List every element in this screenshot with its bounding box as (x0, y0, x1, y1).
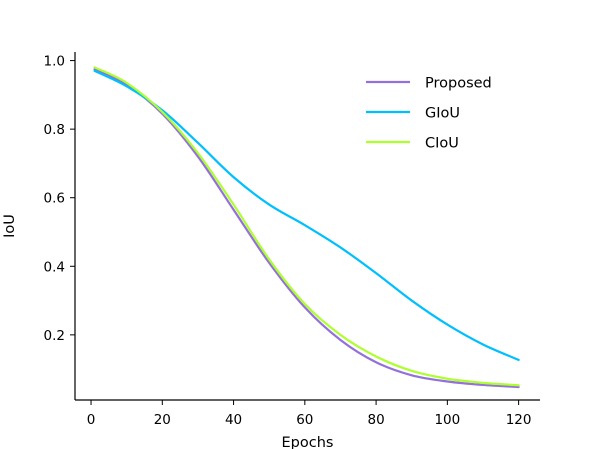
series-line-giou (93, 69, 520, 361)
x-tick-label: 40 (225, 412, 242, 428)
x-tick-label: 80 (367, 412, 384, 428)
x-tick-label: 120 (506, 412, 532, 428)
legend-label-ciou: CIoU (425, 136, 459, 152)
y-tick-label: 0.8 (44, 122, 65, 138)
x-tick-label: 60 (296, 412, 313, 428)
y-axis-label: IoU (2, 214, 18, 238)
y-ticks: 0.2 0.4 0.6 0.8 1.0 (44, 54, 75, 344)
x-ticks: 0 20 40 60 80 100 120 (87, 400, 532, 428)
series-line-ciou (93, 66, 520, 387)
y-tick-label: 0.6 (44, 191, 65, 207)
y-tick-label: 1.0 (44, 54, 65, 70)
y-tick-label: 0.4 (44, 259, 65, 275)
legend-label-proposed: Proposed (425, 76, 492, 92)
series-line-proposed (93, 68, 520, 389)
legend-label-giou: GIoU (425, 106, 460, 122)
x-axis-label: Epochs (282, 435, 334, 449)
y-tick-label: 0.2 (44, 328, 65, 344)
x-tick-label: 0 (87, 412, 96, 428)
x-tick-label: 100 (434, 412, 460, 428)
legend: Proposed GIoU CIoU (366, 76, 492, 152)
x-tick-label: 20 (154, 412, 171, 428)
plot-area (93, 66, 520, 389)
